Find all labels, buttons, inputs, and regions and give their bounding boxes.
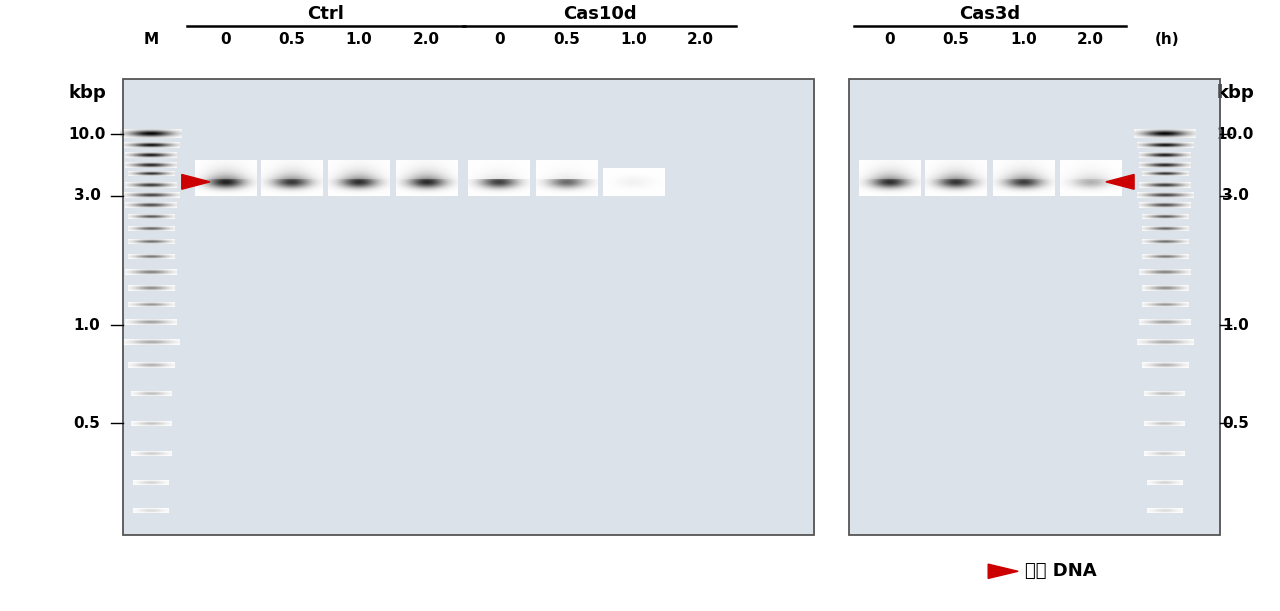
- Text: 0.5: 0.5: [74, 415, 100, 431]
- Text: M: M: [143, 32, 159, 47]
- Text: (h): (h): [1155, 32, 1180, 47]
- Polygon shape: [988, 564, 1018, 579]
- Text: Cas3d: Cas3d: [960, 5, 1020, 23]
- Text: 0.5: 0.5: [1222, 415, 1248, 431]
- Text: 0: 0: [220, 32, 230, 47]
- Text: 1.0: 1.0: [346, 32, 371, 47]
- Text: 1.0: 1.0: [1222, 318, 1248, 333]
- Text: 0: 0: [494, 32, 504, 47]
- Text: 1.0: 1.0: [621, 32, 646, 47]
- Text: 0.5: 0.5: [943, 32, 969, 47]
- Text: 2.0: 2.0: [1076, 32, 1105, 47]
- Text: 1.0: 1.0: [74, 318, 100, 333]
- Text: Cas10d: Cas10d: [563, 5, 636, 23]
- Bar: [849, 79, 1220, 535]
- Text: Ctrl: Ctrl: [307, 5, 344, 23]
- Text: 3.0: 3.0: [74, 188, 100, 203]
- Polygon shape: [1106, 175, 1134, 189]
- Text: kbp: kbp: [68, 84, 106, 102]
- Text: 10.0: 10.0: [68, 126, 106, 142]
- Text: 0.5: 0.5: [554, 32, 580, 47]
- Text: kbp: kbp: [1216, 84, 1254, 102]
- Text: 1.0: 1.0: [1011, 32, 1037, 47]
- Text: 一鎖 DNA: 一鎖 DNA: [1025, 562, 1097, 580]
- Text: 0: 0: [884, 32, 895, 47]
- Polygon shape: [182, 175, 210, 189]
- Text: 2.0: 2.0: [686, 32, 714, 47]
- Text: 0.5: 0.5: [279, 32, 305, 47]
- Bar: [123, 79, 814, 535]
- Text: 10.0: 10.0: [1216, 126, 1254, 142]
- Text: 3.0: 3.0: [1222, 188, 1248, 203]
- Text: 2.0: 2.0: [412, 32, 440, 47]
